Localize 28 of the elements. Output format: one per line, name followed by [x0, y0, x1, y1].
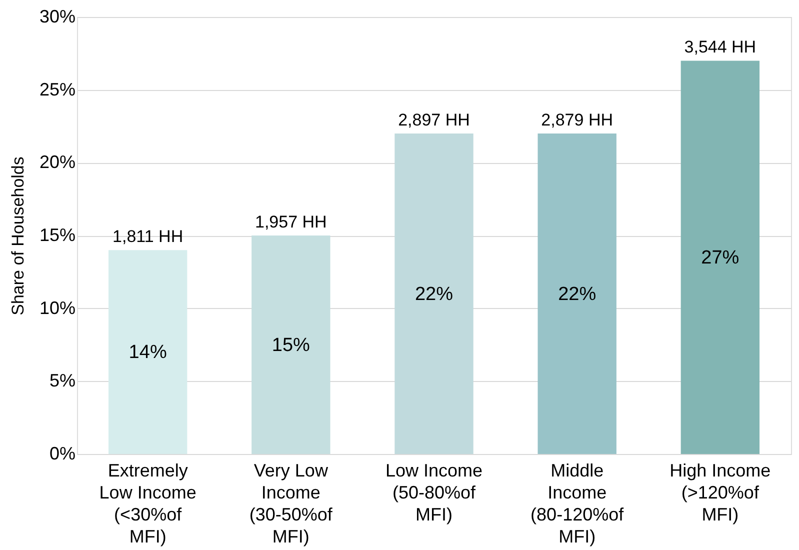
- y-tick-label: 0%: [49, 444, 76, 464]
- x-tick-label: Very Low Income (30-50%of MFI): [249, 460, 334, 546]
- x-tick-label: Low Income (50-80%of MFI): [385, 460, 483, 524]
- annotation: 3,544 HH: [684, 38, 756, 57]
- y-tick-label: 15%: [39, 225, 76, 245]
- data-label: 27%: [701, 247, 740, 268]
- data-label: 22%: [558, 284, 596, 305]
- data-label: 15%: [272, 334, 310, 356]
- data-label: 22%: [414, 284, 454, 305]
- bar: [680, 60, 760, 454]
- annotation: 1,811 HH: [112, 227, 184, 246]
- x-tick-label: High Income (>120%of MFI): [670, 460, 771, 524]
- bar: [538, 134, 616, 454]
- x-tick-label: Extremely Low Income (<30%of MFI): [99, 460, 196, 546]
- y-tick-label: 25%: [39, 79, 76, 100]
- bar: [394, 134, 474, 454]
- data-label: 14%: [128, 342, 167, 364]
- y-axis-title: Share of Households: [8, 156, 28, 316]
- y-tick-label: 5%: [49, 370, 76, 391]
- annotation: 2,879 HH: [541, 110, 613, 130]
- annotation: 2,897 HH: [398, 110, 470, 130]
- annotation: 1,957 HH: [255, 212, 327, 232]
- y-tick-label: 10%: [39, 298, 76, 318]
- y-tick-label: 20%: [39, 152, 76, 172]
- bar: [252, 236, 330, 454]
- bar: [108, 250, 188, 454]
- x-tick-label: Middle Income (80-120%of MFI): [530, 460, 625, 546]
- y-tick-label: 30%: [39, 6, 76, 26]
